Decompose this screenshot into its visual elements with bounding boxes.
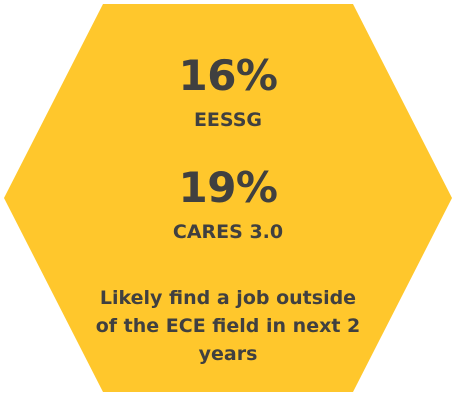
eessg-percentage: 16% [178, 51, 278, 100]
description-text: Likely find a job outside of the ECE fie… [95, 287, 361, 365]
cares-label: CARES 3.0 [172, 221, 284, 243]
cares-percentage: 19% [178, 163, 278, 212]
eessg-label: EESSG [193, 109, 263, 131]
